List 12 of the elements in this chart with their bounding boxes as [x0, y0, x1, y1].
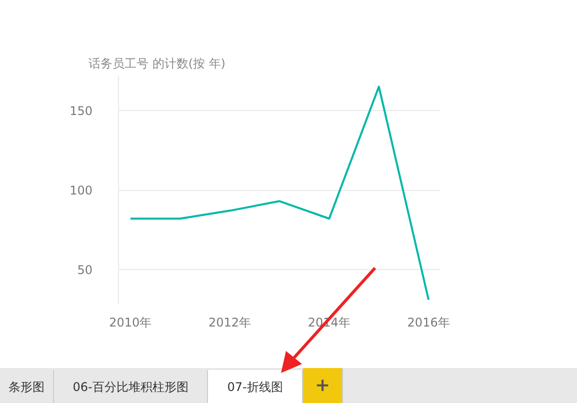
x-tick-label: 2016年 [407, 316, 450, 330]
y-tick-label: 50 [77, 263, 93, 278]
x-tick-label: 2012年 [208, 316, 252, 330]
text: 06-百分比堆积柱形图 [54, 370, 208, 403]
text: + [303, 368, 343, 403]
x-tick-label: 2010年 [109, 316, 152, 330]
chart-title: 话务员工号 的计数(按 年) [88, 56, 226, 70]
y-tick-label: 100 [70, 184, 92, 198]
y-tick-label: 150 [70, 104, 92, 118]
text: 07-折线图 [208, 370, 303, 403]
line-series [129, 86, 430, 301]
text: 条形图 [0, 370, 54, 403]
